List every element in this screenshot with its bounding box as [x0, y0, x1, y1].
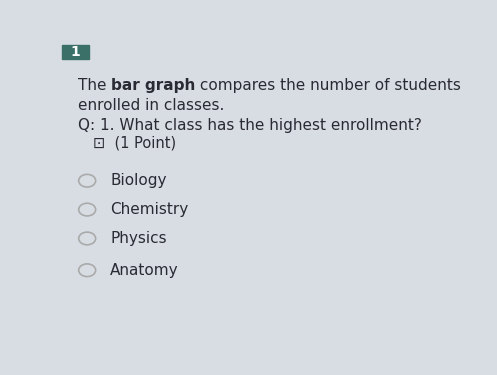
Text: Chemistry: Chemistry: [110, 202, 188, 217]
Text: The: The: [78, 78, 111, 93]
Text: 1: 1: [71, 45, 81, 59]
FancyBboxPatch shape: [62, 45, 89, 59]
Text: compares the number of students: compares the number of students: [195, 78, 461, 93]
Text: ⊡  (1 Point): ⊡ (1 Point): [93, 135, 176, 150]
Text: enrolled in classes.: enrolled in classes.: [78, 98, 224, 113]
Text: bar graph: bar graph: [111, 78, 195, 93]
Text: Anatomy: Anatomy: [110, 263, 179, 278]
Text: Physics: Physics: [110, 231, 167, 246]
Text: Q: 1. What class has the highest enrollment?: Q: 1. What class has the highest enrollm…: [78, 118, 421, 133]
Text: Biology: Biology: [110, 173, 167, 188]
